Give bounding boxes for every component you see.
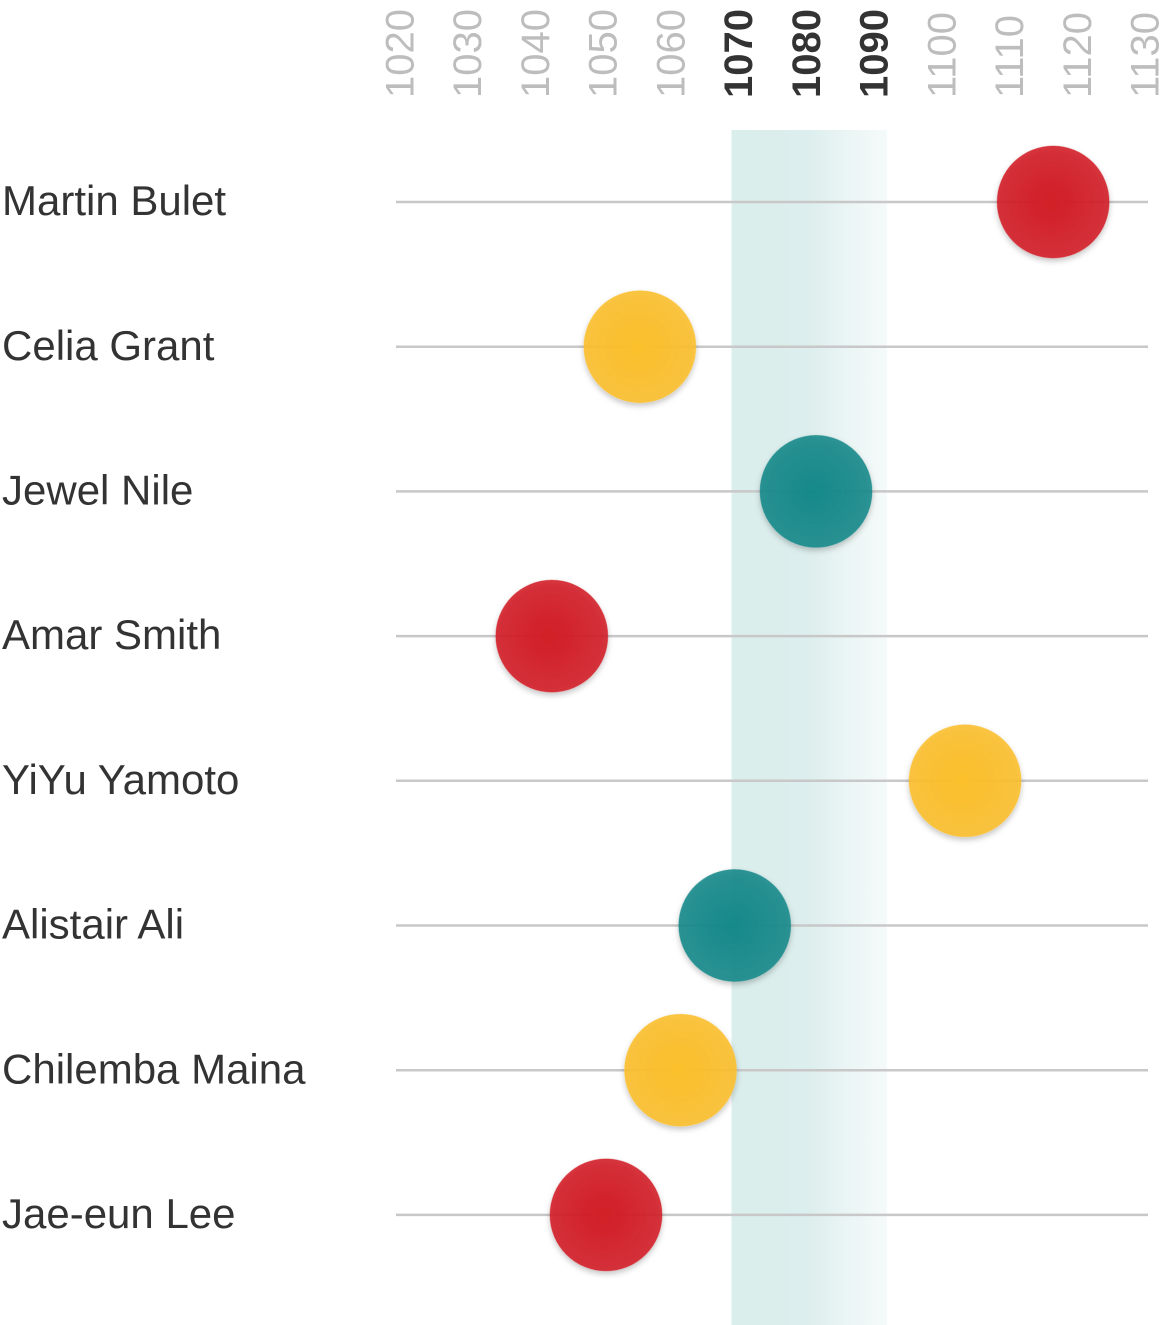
dot [996,145,1110,259]
x-tick-label: 1110 [988,15,1032,98]
dot [759,434,873,548]
x-tick-label: 1050 [582,9,626,98]
x-tick-label: 1100 [920,12,964,98]
x-tick-label: 1090 [853,9,897,98]
dot [678,869,792,982]
x-tick-label: 1030 [446,9,490,98]
row-label: Jae-eun Lee [2,1190,236,1237]
dot [624,1013,738,1127]
row-label: YiYu Yamoto [2,756,239,803]
x-tick-label: 1080 [785,9,829,98]
dot [908,724,1022,838]
row-label: Chilemba Maina [2,1045,306,1092]
row-label: Jewel Nile [2,466,193,513]
x-tick-label: 1020 [378,9,422,98]
x-tick-label: 1070 [717,9,761,98]
x-tick-label: 1120 [1056,12,1100,98]
row-label: Celia Grant [2,322,215,369]
row-label: Martin Bulet [2,177,226,224]
x-tick-label: 1060 [649,9,693,98]
dot [583,290,697,404]
x-tick-label: 1040 [514,9,558,98]
dot [495,579,609,693]
dot [549,1158,663,1272]
highlight-band [731,130,888,1325]
row-label: Alistair Ali [2,901,184,948]
x-tick-label: 1130 [1124,12,1164,98]
row-label: Amar Smith [2,611,221,658]
